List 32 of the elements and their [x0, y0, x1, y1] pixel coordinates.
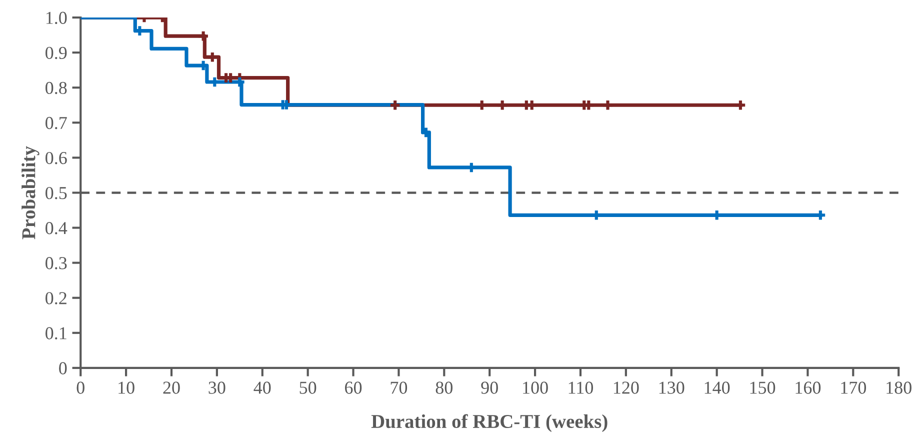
x-tick-label: 0: [76, 382, 84, 394]
x-tick-label: 90: [481, 382, 498, 394]
y-axis-title: Probability: [22, 146, 40, 240]
y-tick-label: 0.1: [46, 327, 66, 340]
x-tick-label: 20: [163, 382, 180, 394]
x-tick-label: 180: [886, 382, 912, 394]
x-tick-label: 80: [436, 382, 452, 394]
x-tick-label: 150: [750, 382, 776, 394]
x-tick-label: 30: [208, 382, 226, 394]
x-tick-label: 10: [118, 382, 134, 394]
x-tick-label: 160: [796, 382, 821, 394]
x-tick-label: 60: [345, 382, 362, 394]
y-tick-label: 0.3: [46, 257, 67, 270]
y-tick-label: 0: [59, 362, 67, 374]
y-tick-label: 0.2: [46, 292, 66, 304]
x-tick-label: 140: [704, 382, 730, 394]
x-tick-label: 110: [568, 382, 594, 394]
y-tick-label: 0.4: [46, 222, 68, 234]
x-tick-label: 170: [841, 382, 866, 394]
y-tick-label: 0.8: [46, 82, 67, 94]
y-tick-label: 0.5: [46, 186, 67, 200]
x-tick-label: 100: [523, 382, 548, 394]
y-tick-label: 0.6: [46, 152, 67, 164]
y-tick-label: 0.9: [46, 46, 67, 60]
y-tick-label: 0.7: [46, 116, 67, 130]
x-tick-label: 50: [300, 382, 316, 394]
x-tick-label: 130: [659, 382, 684, 394]
x-tick-label: 120: [614, 382, 639, 394]
y-tick-label: 1.0: [46, 12, 67, 24]
x-tick-label: 40: [254, 382, 271, 394]
x-tick-label: 70: [390, 382, 408, 394]
x-axis-title: Duration of RBC-TI (weeks): [371, 414, 608, 432]
